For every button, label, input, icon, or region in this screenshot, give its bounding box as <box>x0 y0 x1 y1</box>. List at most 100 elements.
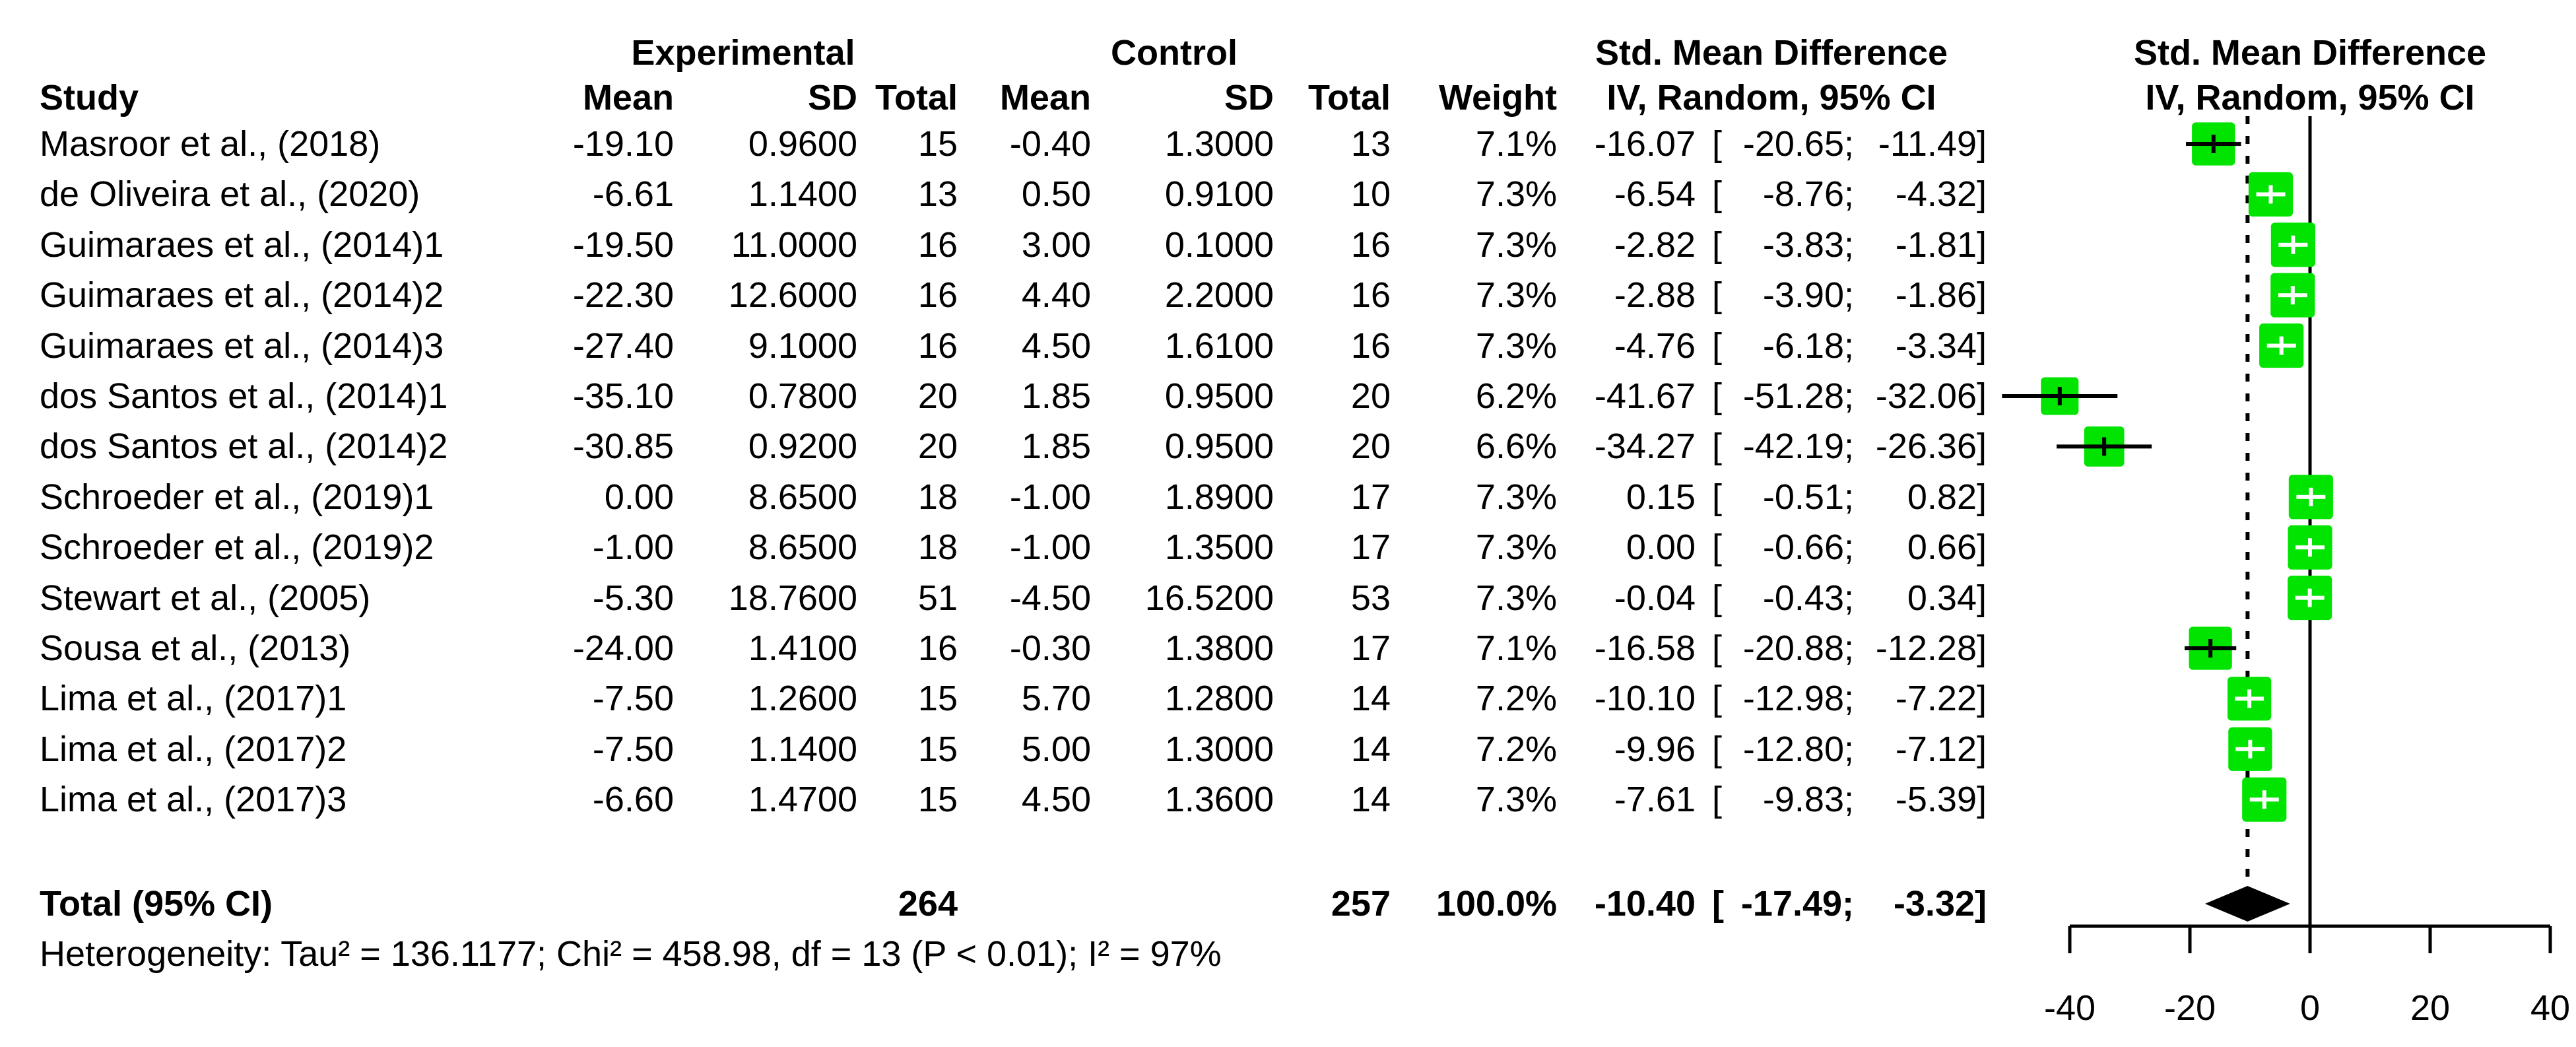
ci-low-value: -0.66; <box>1762 527 1854 567</box>
estimate-plus-marker-v <box>2290 286 2295 305</box>
ci-low: [-12.80; <box>1712 724 1854 774</box>
ci-low: [-3.83; <box>1712 220 1854 270</box>
exp-total-cell: 16 <box>917 326 958 366</box>
ctrl-sd-cell: 0.9100 <box>1164 174 1274 214</box>
ctrl-total-cell: 13 <box>1350 124 1391 164</box>
ci-low-value: -8.76; <box>1762 174 1854 214</box>
ctrl-sd-cell: 2.2000 <box>1164 275 1274 315</box>
study-name: Lima et al., (2017)2 <box>40 729 347 769</box>
ci-high: -7.12] <box>1895 729 1987 769</box>
ctrl-mean-cell: 4.50 <box>1021 326 1091 366</box>
exp-mean-cell: -19.10 <box>572 124 674 164</box>
ci-low: [-3.90; <box>1712 270 1854 320</box>
ctrl-sd-cell: 1.3000 <box>1164 124 1274 164</box>
ctrl-sd-cell: 1.3500 <box>1164 527 1274 567</box>
ci-low: [-8.76; <box>1712 169 1854 219</box>
bracket-open: [ <box>1712 729 1723 769</box>
exp-total-cell: 15 <box>917 124 958 164</box>
estimate-plus-marker-h <box>2235 696 2264 701</box>
ci-low: [-12.98; <box>1712 673 1854 724</box>
exp-mean-cell: -7.50 <box>592 679 674 718</box>
ci-low: [-6.18; <box>1712 321 1854 371</box>
smd-estimate: -4.76 <box>1614 326 1696 366</box>
ci-low-value: -20.88; <box>1742 628 1854 668</box>
ci-low: [-0.66; <box>1712 522 1854 572</box>
study-name: Lima et al., (2017)3 <box>40 780 347 819</box>
exp-sd-cell: 9.1000 <box>748 326 857 366</box>
estimate-plus-marker-v <box>2309 487 2313 506</box>
estimate-plus-marker-h <box>2256 192 2286 197</box>
ci-low: [-20.88; <box>1712 623 1854 673</box>
pooled-weight: 100.0% <box>1436 884 1557 924</box>
ctrl-total-cell: 16 <box>1350 225 1391 265</box>
bracket-open: [ <box>1712 477 1723 517</box>
exp-total-cell: 15 <box>917 729 958 769</box>
x-axis-tick-label: -20 <box>2164 988 2216 1028</box>
weight-square <box>2270 273 2315 318</box>
exp-sd-cell: 1.1400 <box>748 174 857 214</box>
ci-text-cell: -41.67 [-51.28; -32.06] <box>1557 371 1987 421</box>
ci-text-cell: -16.07 [-20.65; -11.49] <box>1557 119 1987 169</box>
weight-cell: 7.3% <box>1475 225 1557 265</box>
bracket-open: [ <box>1712 679 1723 718</box>
ctrl-sd-cell: 1.6100 <box>1164 326 1274 366</box>
ci-text-cell: 0.15 [-0.51; 0.82] <box>1557 472 1987 522</box>
estimate-plus-marker-v <box>2308 538 2312 557</box>
ci-low: [-51.28; <box>1712 371 1854 421</box>
ci-high: -11.49] <box>1878 124 1987 164</box>
smd-estimate: -9.96 <box>1614 729 1696 769</box>
smd-estimate: -41.67 <box>1594 376 1696 416</box>
exp-sd-cell: 12.6000 <box>728 275 857 315</box>
ctrl-sd-cell: 16.5200 <box>1144 578 1274 618</box>
estimate-plus-marker-v <box>2262 790 2266 809</box>
col-header-exp-mean: Mean <box>582 78 674 118</box>
exp-sd-cell: 11.0000 <box>731 225 857 265</box>
estimate-tick-marker <box>2211 135 2216 153</box>
weight-square <box>2242 777 2287 822</box>
pooled-ci-text: -10.40 [-17.49; -3.32] <box>1557 879 1987 929</box>
study-name: Sousa et al., (2013) <box>40 628 351 668</box>
bracket-open: [ <box>1712 275 1723 315</box>
study-name: Guimaraes et al., (2014)3 <box>40 326 444 366</box>
ctrl-mean-cell: 4.40 <box>1021 275 1091 315</box>
exp-sd-cell: 8.6500 <box>748 527 857 567</box>
ci-high: -12.28] <box>1875 628 1987 668</box>
exp-total-cell: 18 <box>917 527 958 567</box>
ci-high: -26.36] <box>1875 426 1987 466</box>
ci-text-cell: -6.54 [-8.76; -4.32] <box>1557 169 1987 219</box>
ci-text-cell: -2.88 [-3.90; -1.86] <box>1557 270 1987 320</box>
exp-total-cell: 16 <box>917 225 958 265</box>
exp-mean-cell: -5.30 <box>592 578 674 618</box>
ctrl-mean-cell: 5.70 <box>1021 679 1091 718</box>
ci-low-value: -51.28; <box>1742 376 1854 416</box>
exp-sd-cell: 1.4100 <box>748 628 857 668</box>
pooled-ci-high: -3.32] <box>1893 884 1987 924</box>
exp-total-cell: 16 <box>917 628 958 668</box>
ci-low-value: -20.65; <box>1742 124 1854 164</box>
exp-mean-cell: -6.60 <box>592 780 674 819</box>
pooled-diamond <box>2204 886 2290 922</box>
weight-cell: 7.3% <box>1475 326 1557 366</box>
ctrl-total-cell: 14 <box>1350 729 1391 769</box>
exp-mean-cell: -30.85 <box>572 426 674 466</box>
weight-cell: 7.3% <box>1475 174 1557 214</box>
weight-square <box>2288 576 2332 621</box>
ctrl-mean-cell: -0.40 <box>1009 124 1091 164</box>
bracket-open: [ <box>1712 225 1723 265</box>
ci-text-cell: 0.00 [-0.66; 0.66] <box>1557 522 1987 572</box>
estimate-plus-marker-v <box>2247 689 2252 708</box>
study-name: dos Santos et al., (2014)2 <box>40 426 448 466</box>
pooled-ci-low: [-17.49; <box>1712 879 1854 929</box>
estimate-plus-marker-v <box>2291 235 2295 254</box>
ci-text-cell: -34.27 [-42.19; -26.36] <box>1557 421 1987 471</box>
exp-total-cell: 20 <box>917 376 958 416</box>
exp-total-cell: 15 <box>917 679 958 718</box>
bracket-open: [ <box>1712 426 1723 466</box>
x-axis-tick-label: -40 <box>2044 988 2096 1028</box>
exp-sd-cell: 0.9200 <box>748 426 857 466</box>
ci-low: [-20.65; <box>1712 119 1854 169</box>
ci-high: 0.34] <box>1907 578 1987 618</box>
ci-text-cell: -0.04 [-0.43; 0.34] <box>1557 573 1987 623</box>
weight-square <box>2041 377 2079 415</box>
